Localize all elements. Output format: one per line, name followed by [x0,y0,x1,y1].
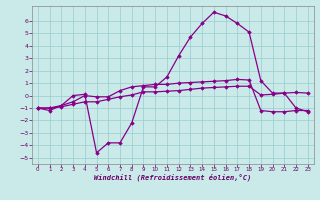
X-axis label: Windchill (Refroidissement éolien,°C): Windchill (Refroidissement éolien,°C) [94,174,252,181]
